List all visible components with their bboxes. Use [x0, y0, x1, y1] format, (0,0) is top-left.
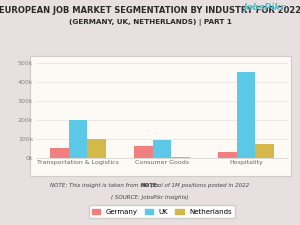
Bar: [134, 146, 153, 158]
Text: (GERMANY, UK, NETHERLANDS) | PART 1: (GERMANY, UK, NETHERLANDS) | PART 1: [69, 19, 231, 26]
Bar: [50, 148, 69, 158]
Bar: [153, 140, 171, 158]
Text: NOTE: This insight is taken from the pool of 1M positions posted in 2022: NOTE: This insight is taken from the poo…: [50, 183, 250, 188]
Bar: [171, 157, 190, 158]
Bar: [237, 72, 255, 158]
Text: NOTE:: NOTE:: [140, 183, 160, 188]
Text: EUROPEAN JOB MARKET SEGMENTATION BY INDUSTRY FOR 2022: EUROPEAN JOB MARKET SEGMENTATION BY INDU…: [0, 6, 300, 15]
Bar: [255, 144, 274, 157]
Bar: [87, 139, 106, 158]
Legend: Germany, UK, Netherlands: Germany, UK, Netherlands: [88, 205, 236, 218]
Bar: [218, 152, 237, 157]
Bar: [69, 120, 87, 158]
Text: JobsPikr: JobsPikr: [243, 3, 285, 12]
Text: ( SOURCE: JobsPikr Insights): ( SOURCE: JobsPikr Insights): [111, 195, 189, 200]
